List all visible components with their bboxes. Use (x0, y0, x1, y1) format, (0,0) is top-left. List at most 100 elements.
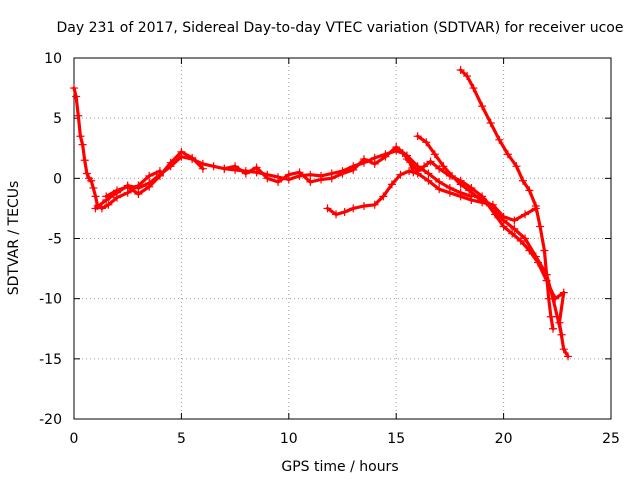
data-point (381, 152, 390, 161)
data-point (413, 167, 422, 176)
data-point (420, 162, 429, 171)
data-point (521, 234, 530, 243)
y-tick-label: 5 (53, 111, 62, 127)
chart-title: Day 231 of 2017, Sidereal Day-to-day VTE… (57, 20, 624, 36)
data-point (220, 164, 229, 173)
data-point (486, 118, 495, 127)
series-line (222, 145, 473, 198)
data-point (396, 170, 405, 179)
data-point (89, 183, 98, 192)
y-tick-label: 0 (53, 171, 62, 187)
data-point (435, 164, 444, 173)
data-point (317, 175, 326, 184)
series-trace-4 (220, 143, 476, 201)
data-point (198, 164, 207, 173)
data-point (306, 170, 315, 179)
x-tick-label: 5 (177, 431, 186, 447)
data-point (392, 143, 401, 152)
data-point (424, 176, 433, 185)
data-point (209, 162, 218, 171)
data-point (340, 208, 349, 217)
y-tick-label: 10 (44, 51, 62, 67)
data-point (559, 288, 568, 297)
data-point (74, 111, 83, 120)
data-point (536, 222, 545, 231)
y-tick-label: -20 (39, 412, 62, 428)
data-point (531, 202, 540, 211)
data-point (76, 132, 85, 141)
y-tick-label: -15 (39, 352, 62, 368)
data-point (478, 192, 487, 201)
data-point (72, 92, 81, 101)
data-point (402, 155, 411, 164)
data-point (508, 229, 517, 238)
data-point (327, 174, 336, 183)
data-point (467, 195, 476, 204)
data-point (495, 135, 504, 144)
data-point (104, 200, 113, 209)
data-point (540, 246, 549, 255)
data-point (499, 216, 508, 225)
data-point (145, 171, 154, 180)
data-point (155, 171, 164, 180)
data-point (274, 177, 283, 186)
data-point (456, 66, 465, 75)
data-point (349, 165, 358, 174)
data-point (544, 294, 553, 303)
data-point (263, 174, 272, 183)
data-point (332, 210, 341, 219)
series-trace-3 (102, 147, 207, 201)
data-point (525, 186, 534, 195)
series-line (325, 169, 538, 222)
data-point (445, 188, 454, 197)
data-point (359, 155, 368, 164)
data-point (78, 140, 87, 149)
data-point (70, 84, 78, 93)
data-point (467, 183, 476, 192)
data-point (488, 204, 497, 213)
data-point (510, 216, 519, 225)
data-point (87, 176, 96, 185)
data-point (145, 182, 154, 191)
series-line (104, 150, 205, 198)
data-point (456, 192, 465, 201)
data-point (439, 162, 448, 171)
data-point (338, 169, 347, 178)
data-point (188, 153, 197, 162)
data-point (435, 177, 444, 186)
y-tick-label: -10 (39, 292, 62, 308)
data-point (177, 147, 186, 156)
data-point (542, 270, 551, 279)
data-point (387, 180, 396, 189)
data-point (557, 330, 566, 339)
data-point (521, 210, 530, 219)
data-point (134, 189, 143, 198)
data-point (469, 84, 478, 93)
series-layer (70, 66, 573, 361)
data-point (426, 157, 435, 166)
y-axis-label: SDTVAR / TECUs (6, 181, 22, 296)
series-trace-2 (91, 146, 418, 213)
data-point (379, 192, 388, 201)
data-point (370, 159, 379, 168)
x-tick-label: 15 (387, 431, 405, 447)
x-tick-label: 0 (70, 431, 79, 447)
data-point (518, 176, 527, 185)
data-point (424, 169, 433, 178)
data-point (349, 204, 358, 213)
data-point (82, 169, 91, 178)
data-point (559, 345, 568, 354)
data-point (123, 182, 132, 191)
data-point (463, 72, 472, 81)
data-point (405, 167, 414, 176)
data-point (531, 252, 540, 261)
x-tick-label: 10 (280, 431, 298, 447)
data-point (112, 186, 121, 195)
data-point (445, 171, 454, 180)
data-point (359, 202, 368, 211)
data-point (430, 150, 439, 159)
data-point (370, 200, 379, 209)
y-tick-label: -5 (48, 232, 62, 248)
data-point (478, 102, 487, 111)
